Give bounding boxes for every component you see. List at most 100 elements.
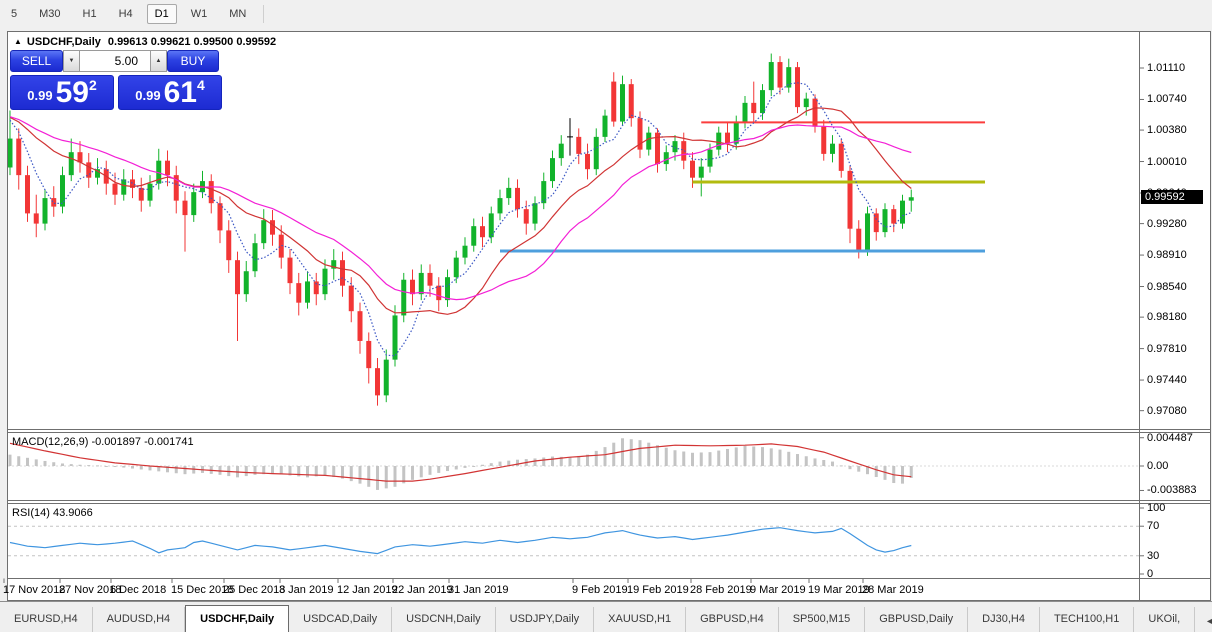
candle-body — [821, 126, 827, 154]
candle-body — [25, 175, 30, 214]
candle-body — [182, 200, 188, 216]
volume-input[interactable] — [80, 50, 150, 72]
chart-window[interactable] — [7, 31, 1211, 601]
symbol-tab-eurusd-h4[interactable]: EURUSD,H4 — [0, 607, 93, 632]
candle-body — [838, 143, 844, 171]
candle-body — [593, 136, 599, 170]
macd-label: MACD(12,26,9) -0.001897 -0.001741 — [12, 436, 194, 448]
macd-histogram-bar — [157, 466, 161, 472]
candle-body — [392, 315, 398, 360]
candle-body — [620, 84, 625, 122]
price-axis-label: 0.98910 — [1147, 249, 1187, 262]
macd-histogram-bar — [778, 449, 782, 466]
macd-histogram-bar — [848, 466, 852, 470]
candle-body — [348, 285, 354, 312]
candle-body — [628, 84, 634, 119]
date-axis-label: 9 Feb 2019 — [572, 584, 628, 596]
macd-histogram-bar — [909, 466, 913, 478]
candle-body — [865, 213, 870, 252]
candle-body — [707, 149, 713, 167]
collapse-triangle-icon[interactable]: ▲ — [14, 37, 22, 46]
candle-body — [550, 158, 555, 182]
symbol-tab-ukoil-[interactable]: UKOil, — [1134, 607, 1196, 632]
candle-body — [208, 181, 214, 204]
timeframe-button-w1[interactable]: W1 — [190, 8, 208, 20]
symbol-tab-gbpusd-h4[interactable]: GBPUSD,H4 — [686, 607, 779, 632]
symbol-tab-usdcad-daily[interactable]: USDCAD,Daily — [289, 607, 393, 632]
date-axis-label: 12 Jan 2019 — [337, 584, 398, 596]
rsi-label: RSI(14) 43.9066 — [12, 507, 93, 519]
candle-body — [16, 138, 22, 176]
symbol-tab-usdchf-daily[interactable]: USDCHF,Daily — [185, 605, 290, 632]
macd-histogram-bar — [367, 466, 371, 487]
symbol-tab-sp500-m15[interactable]: SP500,M15 — [779, 607, 866, 632]
macd-histogram-bar — [542, 457, 546, 466]
rsi-axis-label: 0 — [1147, 568, 1154, 580]
volume-decrease-button[interactable]: ▼ — [63, 50, 80, 72]
timeframe-button-h1[interactable]: H1 — [82, 8, 97, 20]
macd-histogram-bar — [866, 466, 869, 475]
macd-histogram-bar — [673, 450, 677, 466]
candle-body — [278, 234, 284, 258]
macd-histogram-bar — [796, 454, 799, 466]
tab-scroll-left-icon[interactable]: ◄ — [1205, 616, 1212, 626]
macd-histogram-bar — [26, 457, 29, 466]
date-axis-label: 28 Mar 2019 — [862, 584, 924, 596]
macd-histogram-bar — [17, 456, 21, 466]
macd-histogram-bar — [253, 466, 257, 475]
rsi-line — [9, 527, 912, 555]
macd-histogram-bar — [647, 442, 651, 466]
macd-histogram-bar — [822, 460, 826, 466]
sell-button[interactable]: SELL — [10, 50, 63, 72]
candle-body — [576, 136, 582, 154]
symbol-tab-usdjpy-daily[interactable]: USDJPY,Daily — [496, 607, 595, 632]
symbol-tab-xauusd-h1[interactable]: XAUUSD,H1 — [594, 607, 687, 632]
symbol-tab-dj30-h4[interactable]: DJ30,H4 — [968, 607, 1040, 632]
macd-histogram-bar — [244, 466, 248, 477]
buy-button[interactable]: BUY — [167, 50, 219, 72]
chart-title: USDCHF,Daily — [26, 36, 101, 48]
buy-price-panel[interactable]: 0.99 61 4 — [118, 75, 222, 110]
candle-body — [532, 203, 538, 224]
macd-histogram-bar — [446, 466, 449, 472]
rsi-axis-label: 100 — [1147, 502, 1166, 514]
macd-histogram-bar — [708, 452, 712, 466]
macd-histogram-bar — [131, 466, 134, 469]
candle-body — [462, 245, 468, 258]
timeframe-button-mn[interactable]: MN — [229, 8, 247, 20]
symbol-tab-audusd-h4[interactable]: AUDUSD,H4 — [93, 607, 186, 632]
macd-histogram-bar — [419, 466, 423, 478]
candle-body — [497, 198, 503, 214]
volume-increase-button[interactable]: ▲ — [150, 50, 167, 72]
candle-body — [795, 67, 800, 108]
macd-histogram-bar — [271, 466, 274, 474]
price-axis-label: 0.99280 — [1147, 217, 1187, 230]
timeframe-button-h4[interactable]: H4 — [118, 8, 133, 20]
macd-histogram-bar — [61, 463, 64, 466]
sell-price-panel[interactable]: 0.99 59 2 — [10, 75, 114, 110]
symbol-tab-tech100-h1[interactable]: TECH100,H1 — [1040, 607, 1135, 632]
candle-body — [173, 175, 179, 201]
candle-body — [165, 160, 170, 176]
macd-histogram-bar — [148, 466, 152, 471]
candle-body — [60, 175, 65, 207]
timeframe-button-5[interactable]: 5 — [11, 8, 18, 20]
candle-body — [891, 209, 897, 224]
symbol-tab-usdcnh-daily[interactable]: USDCNH,Daily — [392, 607, 496, 632]
macd-histogram-bar — [682, 451, 686, 466]
candle-body — [138, 187, 144, 201]
candle-body — [235, 260, 240, 295]
macd-histogram-bar — [139, 466, 143, 470]
macd-histogram-bar — [612, 442, 616, 466]
macd-histogram-bar — [717, 450, 721, 466]
main-pane[interactable] — [8, 53, 986, 406]
timeframe-button-m30[interactable]: M30 — [39, 8, 61, 20]
symbol-tab-gbpusd-daily[interactable]: GBPUSD,Daily — [865, 607, 969, 632]
timeframe-button-d1[interactable]: D1 — [146, 4, 177, 24]
ma-line-slow — [9, 116, 912, 301]
candle-body — [226, 230, 232, 261]
candle-body — [698, 166, 704, 178]
candle-body — [672, 141, 678, 153]
candle-body — [725, 132, 730, 144]
